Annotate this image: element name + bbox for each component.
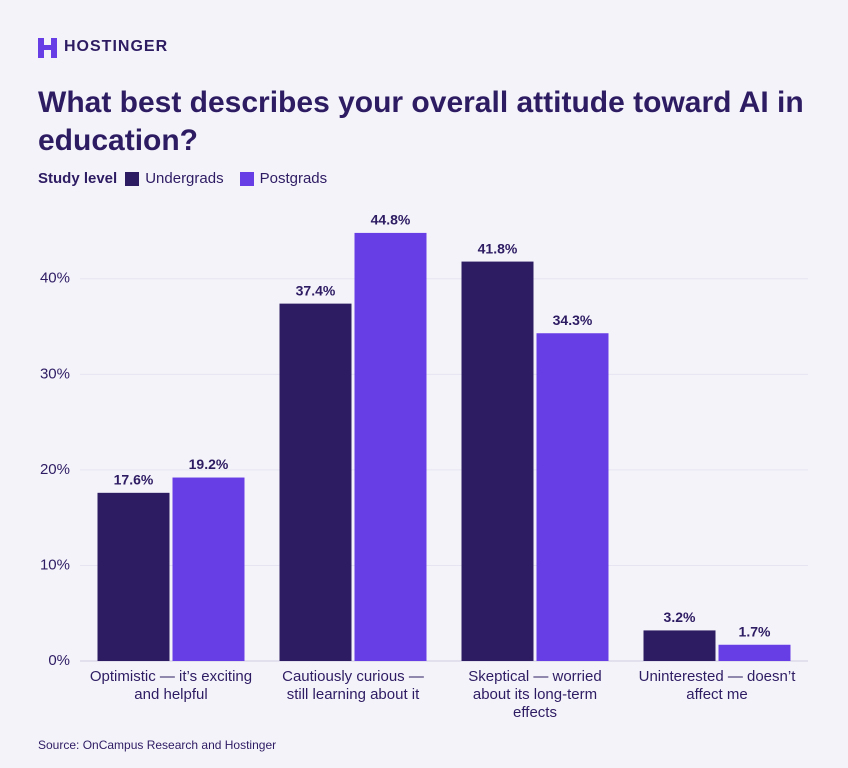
y-tick-label: 10% — [40, 556, 70, 573]
x-tick-label: Optimistic — it’s exciting and helpful — [89, 668, 253, 703]
bar — [718, 644, 791, 661]
x-tick-label: Skeptical — worried about its long-term … — [468, 668, 602, 721]
data-label: 41.8% — [478, 240, 518, 256]
data-label: 1.7% — [739, 623, 771, 639]
data-label: 3.2% — [664, 609, 696, 625]
y-tick-label: 0% — [48, 652, 70, 669]
legend: Study level Undergrads Postgrads — [38, 170, 327, 187]
source: Source: OnCampus Research and Hostinger — [38, 738, 277, 752]
data-label: 19.2% — [189, 456, 229, 472]
y-tick-label: 40% — [40, 270, 70, 287]
y-tick-label: 30% — [40, 365, 70, 382]
brand: HOSTINGER — [64, 38, 169, 55]
legend-swatch — [239, 171, 254, 186]
data-label: 17.6% — [114, 472, 154, 488]
legend-swatch — [125, 171, 140, 186]
chart-title: What best describes your overall attitud… — [38, 86, 804, 157]
legend-label: Postgrads — [259, 170, 328, 187]
bar — [354, 232, 427, 661]
bar — [97, 492, 170, 661]
data-label: 44.8% — [371, 212, 411, 228]
logo — [38, 38, 57, 58]
data-label: 34.3% — [553, 312, 593, 328]
bar — [643, 630, 716, 661]
bar — [536, 333, 609, 661]
data-label: 37.4% — [296, 282, 336, 298]
bar — [279, 303, 352, 661]
bar — [461, 261, 534, 661]
y-tick-label: 20% — [40, 461, 70, 478]
bar — [172, 477, 245, 661]
legend-title: Study level — [38, 170, 118, 187]
x-tick-label: Cautiously curious — still learning abou… — [282, 668, 424, 703]
x-tick-label: Uninterested — doesn’t affect me — [638, 668, 796, 703]
legend-label: Undergrads — [145, 170, 224, 187]
